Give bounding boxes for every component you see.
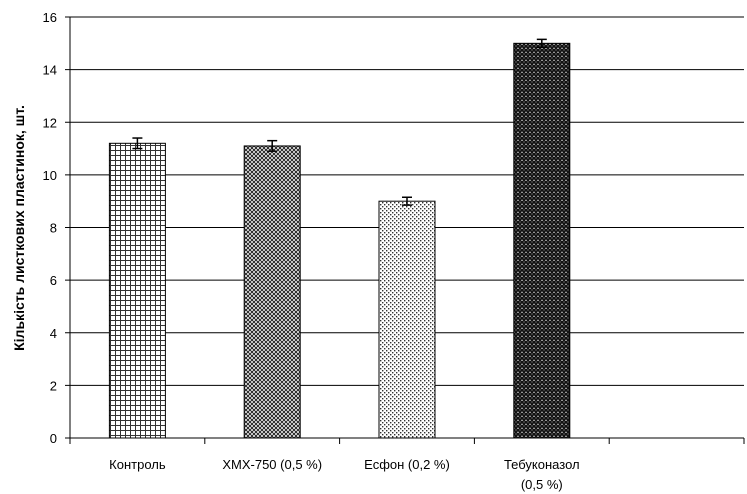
x-category-label: Контроль [109,457,166,472]
y-tick-label: 12 [43,115,57,130]
axes [65,16,745,444]
x-category-label: ХМХ-750 (0,5 %) [222,457,322,472]
bars [108,38,571,439]
labels: 0 2 4 6 8 10 12 14 16 Контроль ХМХ-750 (0,5 %) Есфо… [43,10,580,492]
bar [108,142,166,439]
y-tick-label: 0 [50,431,57,446]
bar [513,42,571,439]
bar [243,145,301,439]
y-tick-label: 2 [50,378,57,393]
y-tick-label: 8 [50,221,57,236]
x-category-label: (0,5 %) [521,477,563,492]
x-category-label: Есфон (0,2 %) [364,457,450,472]
y-axis-title: Кількість листкових пластинок, шт. [11,105,27,351]
y-tick-label: 16 [43,10,57,25]
y-tick-label: 4 [50,326,57,341]
y-tick-label: 14 [43,63,57,78]
y-tick-label: 6 [50,273,57,288]
x-category-label: Тебуконазол [504,457,580,472]
y-tick-label: 10 [43,168,57,183]
bar [378,200,436,439]
